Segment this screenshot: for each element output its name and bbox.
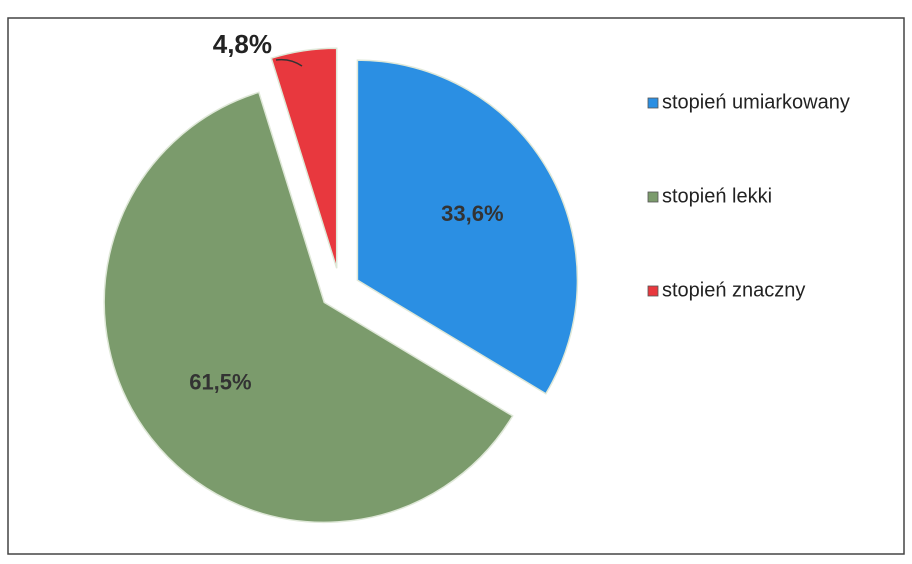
data-label: 33,6% bbox=[441, 201, 503, 226]
legend-label: stopień znaczny bbox=[662, 279, 805, 301]
pie-slice bbox=[356, 59, 579, 395]
legend-label: stopień umiarkowany bbox=[662, 91, 850, 113]
chart-frame bbox=[7, 17, 905, 555]
data-label: 61,5% bbox=[189, 370, 251, 395]
legend-marker bbox=[647, 285, 659, 297]
legend-marker bbox=[647, 97, 659, 109]
pie-slice bbox=[103, 91, 514, 524]
pie-slice bbox=[270, 47, 338, 269]
legend-marker bbox=[647, 191, 659, 203]
leader-line bbox=[275, 58, 303, 67]
legend-label: stopień lekki bbox=[662, 185, 772, 207]
data-label: 4,8% bbox=[213, 29, 272, 59]
